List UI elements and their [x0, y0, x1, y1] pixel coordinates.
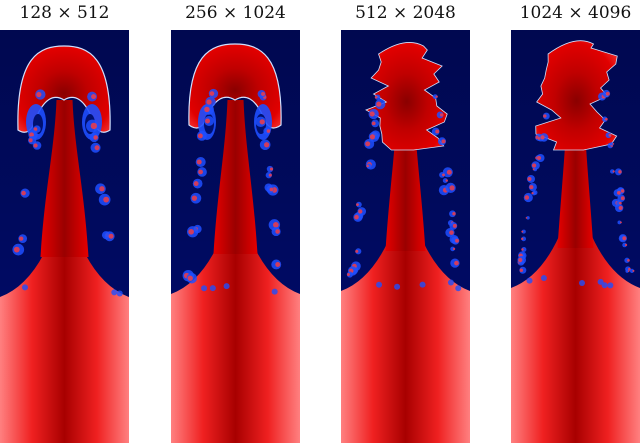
plume-image-4: [511, 30, 640, 443]
label-panel-2: 256 × 1024: [185, 3, 286, 23]
simulation-panel-1: [0, 30, 129, 443]
simulation-panel-2: [171, 30, 300, 443]
plume-image-3: [341, 30, 470, 443]
simulation-panel-3: [341, 30, 470, 443]
simulation-panel-4: [511, 30, 640, 443]
plume-image-1: [0, 30, 129, 443]
label-panel-4: 1024 × 4096: [519, 3, 632, 23]
plume-image-2: [171, 30, 300, 443]
label-panel-1: 128 × 512: [19, 3, 110, 23]
label-panel-3: 512 × 2048: [355, 3, 456, 23]
